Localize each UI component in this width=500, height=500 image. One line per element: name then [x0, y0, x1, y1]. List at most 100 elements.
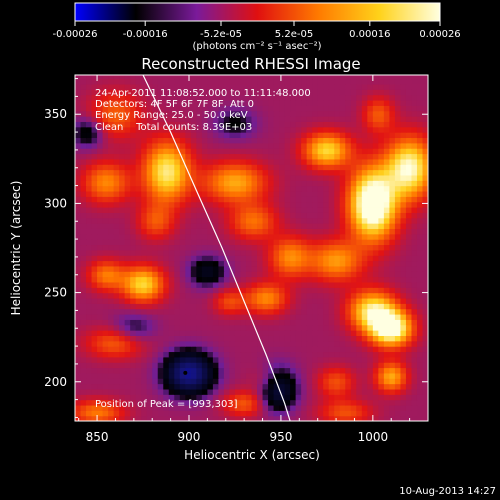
heatmap-cell	[257, 335, 264, 342]
heatmap-cell	[334, 319, 341, 326]
heatmap-cell	[245, 351, 253, 358]
heatmap-cell	[378, 346, 385, 353]
heatmap-cell	[378, 367, 385, 374]
heatmap-cell	[80, 287, 87, 294]
heatmap-cell	[422, 89, 428, 96]
heatmap-cell	[411, 190, 418, 197]
heatmap-cell	[411, 303, 418, 310]
heatmap-cell	[284, 83, 291, 90]
heatmap-cell	[218, 180, 225, 187]
heatmap-cell	[201, 239, 208, 246]
heatmap-cell	[306, 356, 313, 363]
heatmap-cell	[367, 292, 374, 299]
x-axis-label: Heliocentric X (arcsec)	[184, 448, 320, 462]
heatmap-cell	[207, 308, 214, 315]
heatmap-cell	[245, 196, 253, 203]
heatmap-cell	[328, 276, 335, 283]
heatmap-cell	[273, 324, 280, 331]
heatmap-cell	[196, 217, 203, 224]
heatmap-cell	[257, 410, 264, 417]
heatmap-cell	[345, 239, 352, 246]
heatmap-cell	[306, 303, 313, 310]
info-line-total-counts: Clean Total counts: 8.39E+03	[95, 122, 252, 133]
heatmap-cell	[108, 297, 115, 304]
heatmap-cell	[80, 351, 87, 358]
heatmap-cell	[306, 83, 313, 90]
heatmap-cell	[102, 276, 109, 283]
heatmap-cell	[394, 239, 402, 246]
heatmap-cell	[268, 287, 275, 294]
heatmap-cell	[339, 174, 346, 181]
heatmap-cell	[75, 378, 82, 385]
heatmap-cell	[201, 121, 208, 128]
heatmap-cell	[229, 217, 236, 224]
heatmap-cell	[157, 190, 164, 197]
heatmap-cell	[339, 340, 346, 347]
heatmap-cell	[86, 340, 93, 347]
heatmap-cell	[356, 89, 363, 96]
heatmap-cell	[389, 297, 396, 304]
heatmap-cell	[389, 212, 396, 219]
heatmap-cell	[290, 276, 297, 283]
heatmap-cell	[130, 330, 137, 336]
heatmap-cell	[273, 217, 280, 224]
heatmap-cell	[119, 271, 126, 278]
heatmap-cell	[163, 255, 170, 262]
heatmap-cell	[350, 89, 357, 96]
heatmap-cell	[306, 255, 313, 262]
heatmap-cell	[378, 410, 385, 417]
heatmap-cell	[306, 148, 313, 155]
heatmap-cell	[75, 110, 82, 117]
heatmap-cell	[163, 410, 170, 417]
heatmap-cell	[223, 116, 231, 122]
heatmap-cell	[251, 415, 258, 421]
heatmap-cell	[229, 351, 236, 358]
heatmap-cell	[356, 287, 363, 294]
heatmap-cell	[141, 126, 148, 133]
heatmap-cell	[163, 201, 170, 208]
heatmap-cell	[422, 399, 428, 406]
heatmap-cell	[152, 201, 159, 208]
heatmap-cell	[223, 356, 231, 363]
heatmap-cell	[245, 335, 253, 342]
heatmap-cell	[234, 99, 242, 106]
heatmap-cell	[405, 292, 413, 299]
heatmap-cell	[405, 132, 413, 139]
heatmap-cell	[268, 228, 275, 235]
heatmap-cell	[223, 223, 231, 229]
heatmap-cell	[201, 137, 208, 144]
heatmap-cell	[86, 297, 93, 304]
heatmap-cell	[378, 297, 385, 304]
heatmap-cell	[174, 105, 181, 112]
heatmap-cell	[234, 153, 242, 160]
heatmap-cell	[91, 276, 98, 283]
heatmap-cell	[174, 319, 181, 326]
heatmap-cell	[339, 217, 346, 224]
heatmap-cell	[257, 78, 264, 85]
heatmap-cell	[229, 249, 236, 256]
heatmap-cell	[334, 121, 341, 128]
heatmap-cell	[405, 362, 413, 369]
heatmap-cell	[389, 271, 396, 278]
heatmap-cell	[190, 158, 197, 165]
heatmap-cell	[75, 372, 82, 379]
heatmap-cell	[323, 75, 330, 80]
heatmap-cell	[185, 346, 192, 353]
heatmap-cell	[141, 249, 148, 256]
heatmap-cell	[405, 340, 413, 347]
heatmap-cell	[108, 399, 115, 406]
heatmap-cell	[174, 223, 181, 229]
heatmap-cell	[152, 388, 159, 395]
heatmap-cell	[268, 89, 275, 96]
heatmap-cell	[400, 99, 407, 106]
heatmap-cell	[212, 297, 220, 304]
heatmap-cell	[75, 174, 82, 181]
heatmap-cell	[190, 340, 197, 347]
heatmap-cell	[179, 410, 186, 417]
heatmap-cell	[383, 388, 390, 395]
heatmap-cell	[400, 356, 407, 363]
heatmap-cell	[141, 372, 148, 379]
heatmap-cell	[279, 260, 286, 267]
heatmap-cell	[108, 201, 115, 208]
heatmap-cell	[312, 335, 319, 342]
